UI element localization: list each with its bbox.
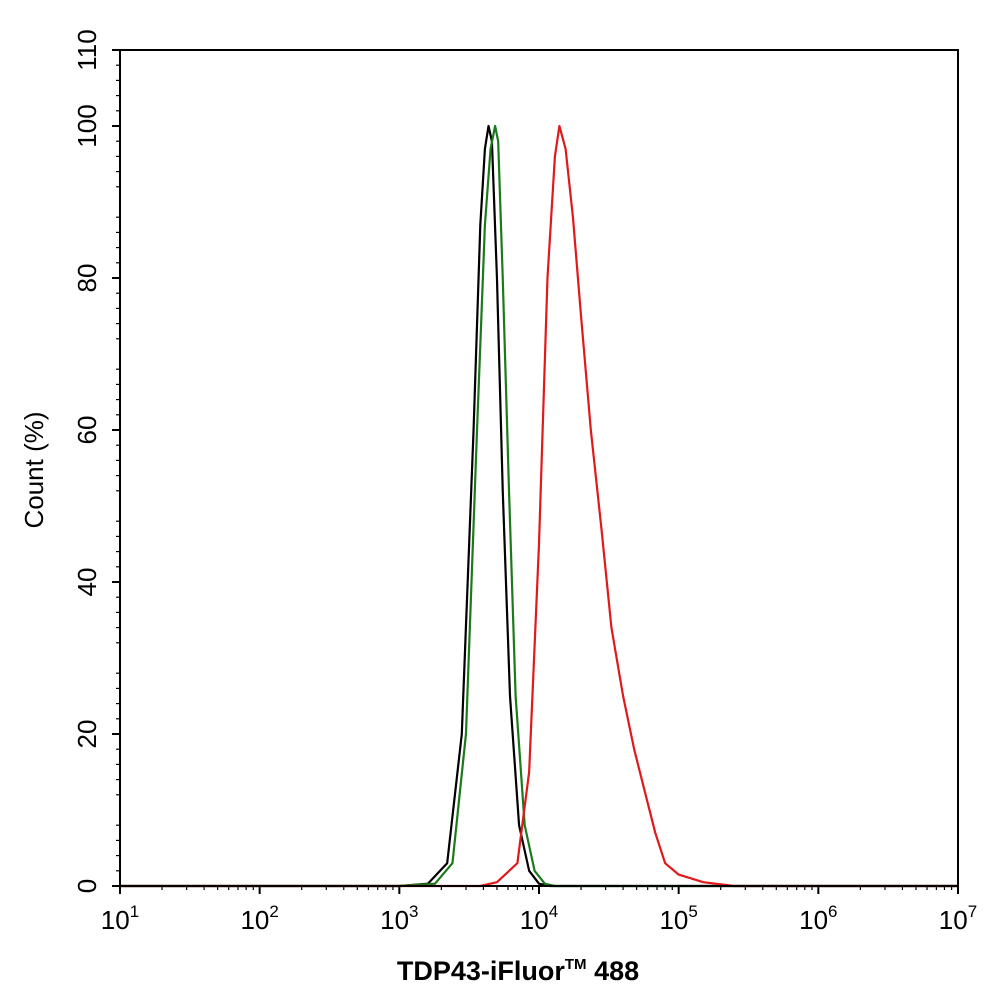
x-tick-base: 10 [380,905,409,935]
x-tick-exponent: 1 [130,902,139,921]
x-tick-exponent: 6 [828,902,837,921]
series-line-2 [120,124,958,888]
y-tick-label: 0 [72,879,102,893]
plot-frame [119,49,959,887]
y-tick-label: 40 [72,568,102,597]
x-tick-base: 10 [101,905,130,935]
x-tick-base: 10 [520,905,549,935]
y-tick-label: 100 [72,104,102,147]
x-tick-exponent: 2 [269,902,278,921]
y-tick-label: 110 [72,29,102,70]
y-tick-label: 20 [72,720,102,749]
x-tick-base: 10 [799,905,828,935]
x-tick-label: 106 [799,902,837,935]
x-tick-exponent: 4 [549,902,558,921]
x-tick-base: 10 [659,905,688,935]
x-tick-label: 102 [240,902,278,935]
x-tick-label: 107 [939,902,977,935]
x-axis-title-sup: TM [565,956,587,973]
x-tick-label: 105 [659,902,697,935]
x-axis-title: TDP43-iFluorTM 488 [397,956,639,986]
x-axis-title-tail: 488 [587,956,640,986]
minor-ticks [116,64,953,890]
series-layer [120,124,958,888]
x-tick-base: 10 [240,905,269,935]
x-axis-title-main: TDP43-iFluor [397,956,566,986]
y-tick-label: 60 [72,416,102,445]
series-line-3 [120,124,958,888]
y-tick-label: 80 [72,264,102,293]
x-tick-label: 103 [380,902,418,935]
x-tick-base: 10 [939,905,968,935]
x-tick-exponent: 5 [688,902,697,921]
x-tick-label: 101 [101,902,139,935]
series-line-1 [120,124,958,888]
y-axis-title: Count (%) [19,411,49,528]
x-tick-exponent: 3 [409,902,418,921]
x-tick-exponent: 7 [968,902,977,921]
x-tick-label: 104 [520,902,558,935]
major-ticks [112,49,959,894]
